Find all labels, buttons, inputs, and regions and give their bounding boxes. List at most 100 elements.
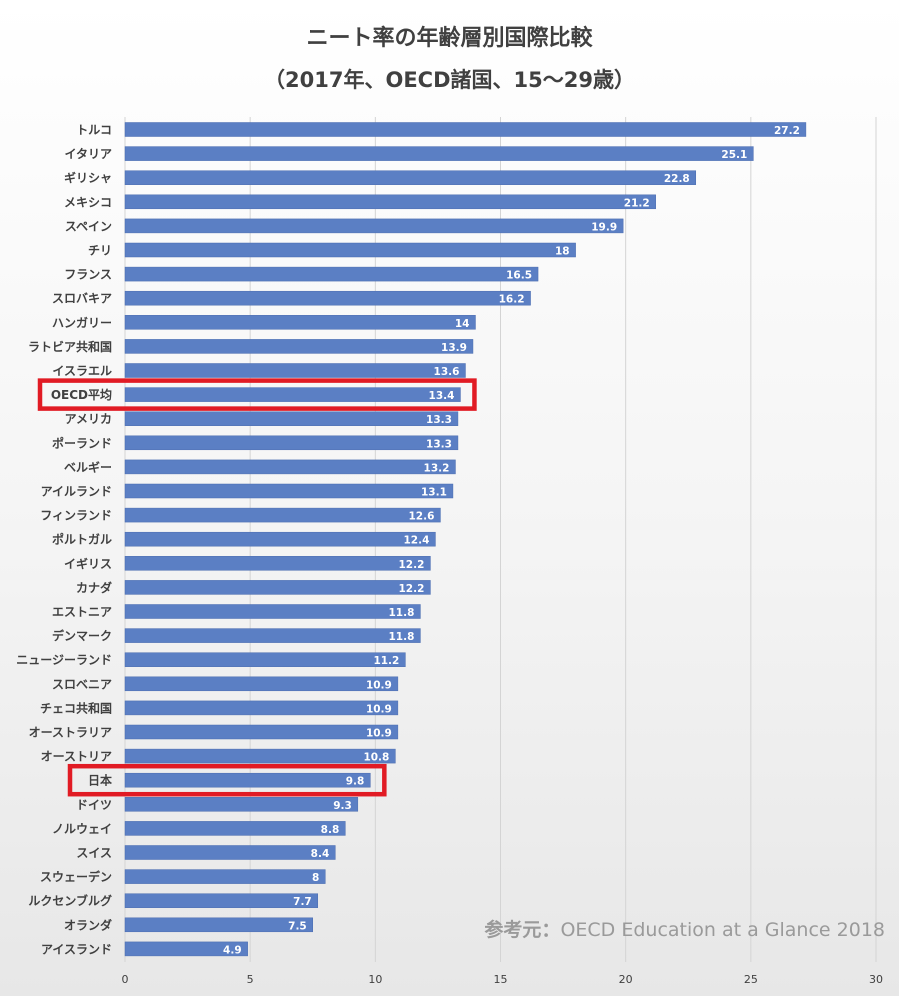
bar: [124, 748, 396, 764]
bar-value-label: 10.8: [363, 752, 389, 764]
category-label: スペイン: [65, 219, 112, 233]
bar: [124, 242, 576, 258]
category-label: エストニア: [52, 605, 112, 619]
bar: [124, 146, 754, 161]
bar-value-label: 8.4: [311, 848, 330, 860]
bar-value-label: 10.9: [366, 679, 392, 691]
bar: [124, 387, 461, 402]
category-label: オランダ: [64, 917, 112, 932]
x-tick-label: 30: [869, 973, 883, 986]
category-label: アイルランド: [41, 485, 112, 499]
x-tick-label: 5: [247, 973, 254, 986]
bar: [124, 652, 406, 667]
bar-value-label: 13.1: [421, 487, 447, 499]
category-label: チリ: [88, 244, 112, 258]
highlight-box: [37, 378, 477, 411]
bar: [124, 218, 624, 234]
bar-value-label: 10.9: [366, 703, 392, 715]
bar: [124, 772, 371, 788]
bar-value-label: 13.6: [434, 366, 460, 378]
bar-value-label: 18: [555, 246, 570, 258]
category-label: ハンガリー: [52, 315, 112, 330]
bar: [124, 556, 431, 571]
bar: [124, 580, 431, 595]
category-label: スロバキア: [52, 292, 112, 306]
bar-value-label: 19.9: [591, 221, 617, 233]
bar-value-label: 11.8: [388, 631, 414, 643]
bar-value-label: 14: [455, 318, 470, 330]
category-label: スロベニア: [52, 677, 112, 691]
bar: [124, 483, 454, 499]
chart-subtitle: （2017年、OECD諸国、15～29歳）: [264, 68, 635, 92]
category-label: オーストラリア: [29, 726, 112, 740]
category-label: ドイツ: [76, 798, 112, 812]
bar-value-label: 13.3: [426, 414, 452, 426]
bar-value-label: 12.4: [403, 535, 429, 547]
chart-title: ニート率の年齢層別国際比較: [306, 26, 593, 51]
bar: [124, 893, 319, 908]
x-tick-label: 15: [494, 973, 508, 986]
bar-value-label: 22.8: [664, 173, 690, 185]
bar: [124, 821, 346, 836]
category-label: ポルトガル: [52, 532, 112, 547]
category-label: フィンランド: [40, 509, 112, 523]
bar: [124, 122, 807, 137]
category-label: イスラエル: [52, 364, 112, 378]
bar-value-label: 8: [312, 872, 319, 884]
bar: [124, 411, 459, 426]
bar-value-label: 10.9: [366, 728, 392, 740]
bar-value-label: 7.5: [288, 920, 307, 932]
category-label: アイスランド: [41, 942, 112, 956]
x-tick-label: 0: [122, 973, 129, 986]
category-label: ベルギー: [64, 459, 112, 474]
category-label: ニュージーランド: [16, 653, 112, 667]
bar: [124, 700, 399, 716]
bar: [124, 170, 697, 185]
x-tick-label: 20: [619, 973, 633, 986]
category-label: ラトビア共和国: [28, 339, 112, 354]
bar: [124, 266, 539, 282]
bar: [124, 917, 313, 933]
category-label: トルコ: [76, 123, 112, 137]
bar-value-label: 4.9: [223, 944, 242, 956]
bar-value-label: 11.2: [373, 655, 399, 667]
bar: [124, 869, 326, 884]
bar-value-label: 12.2: [398, 583, 424, 595]
bar-value-label: 9.3: [333, 800, 352, 812]
category-label: アメリカ: [65, 412, 112, 426]
highlight-box: [67, 763, 387, 797]
bar-value-label: 25.1: [721, 149, 747, 161]
x-tick-label: 25: [744, 973, 758, 986]
bar: [124, 845, 336, 860]
category-label: スウェーデン: [40, 869, 112, 884]
bar: [124, 941, 248, 957]
bar-value-label: 13.9: [441, 342, 467, 354]
source-label: 参考元：: [484, 919, 561, 941]
category-label: ギリシャ: [64, 170, 112, 185]
bar: [124, 315, 476, 330]
source-text: OECD Education at a Glance 2018: [560, 919, 885, 941]
bar-value-label: 11.8: [388, 607, 414, 619]
bar: [124, 676, 399, 692]
category-label: フランス: [64, 268, 112, 282]
bar-value-label: 7.7: [293, 896, 312, 908]
bar: [124, 797, 359, 812]
bar-value-label: 13.4: [429, 390, 455, 402]
bar-value-label: 8.8: [321, 824, 340, 836]
category-label: イタリア: [64, 147, 112, 161]
category-label: メキシコ: [64, 195, 112, 209]
bar: [124, 339, 474, 354]
bar: [124, 724, 399, 740]
bar: [124, 194, 656, 210]
category-label: イギリス: [64, 556, 112, 571]
bar-value-label: 21.2: [624, 197, 650, 209]
bar-value-label: 12.6: [408, 511, 434, 523]
category-label: スイス: [76, 846, 112, 860]
bar-value-label: 13.2: [424, 462, 450, 474]
x-tick-label: 10: [368, 973, 382, 986]
bar: [124, 459, 456, 475]
bar: [124, 435, 459, 451]
bar: [124, 363, 466, 378]
category-label: オーストリア: [41, 750, 112, 764]
